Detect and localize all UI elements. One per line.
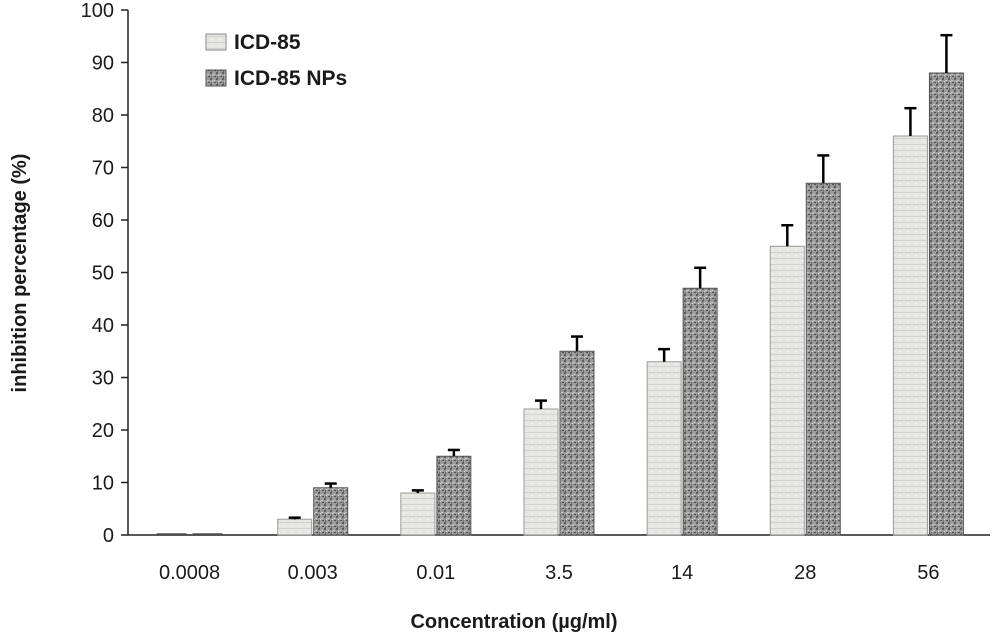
y-tick-label: 70 — [92, 158, 114, 180]
bar-icd-85-nps — [682, 287, 718, 536]
x-tick-label: 3.5 — [545, 562, 573, 584]
legend-label-icd85: ICD-85 — [234, 31, 301, 54]
bar-icd-85-nps — [928, 72, 964, 536]
y-tick-label: 30 — [92, 368, 114, 390]
x-tick-label: 0.0008 — [159, 562, 220, 584]
legend: ICD-85 ICD-85 NPs — [205, 31, 347, 90]
bar-icd-85 — [892, 135, 928, 536]
y-tick-group: 0 10 20 30 40 50 60 70 80 90 100 — [81, 0, 128, 547]
y-tick-label: 100 — [81, 0, 114, 22]
legend-swatch-icd85-nps — [205, 69, 227, 87]
y-tick-label: 10 — [92, 473, 114, 495]
y-tick-label: 60 — [92, 210, 114, 232]
x-tick-label: 14 — [671, 562, 693, 584]
x-tick-label: 0.003 — [288, 562, 338, 584]
y-tick-label: 50 — [92, 263, 114, 285]
bar-icd-85-nps — [436, 455, 472, 536]
bar-icd-85 — [523, 408, 559, 536]
x-axis-title: Concentration (µg/ml) — [410, 611, 617, 633]
y-tick-label: 40 — [92, 315, 114, 337]
bar-group — [156, 72, 964, 536]
y-tick-label: 90 — [92, 53, 114, 75]
legend-swatch-icd85 — [205, 33, 227, 51]
bar-icd-85 — [277, 518, 313, 536]
bar-icd-85 — [769, 245, 805, 536]
y-tick-label: 20 — [92, 420, 114, 442]
legend-label-icd85-nps: ICD-85 NPs — [234, 67, 347, 90]
bar-icd-85 — [646, 361, 682, 536]
y-tick-label: 0 — [103, 525, 114, 547]
x-tick-label: 56 — [917, 562, 939, 584]
bar-icd-85 — [400, 492, 436, 536]
bar-icd-85-nps — [805, 182, 841, 536]
bar-icd-85-nps — [313, 487, 349, 536]
x-tick-label: 0.01 — [416, 562, 455, 584]
x-tick-label: 28 — [794, 562, 816, 584]
error-bar-group — [288, 33, 953, 520]
y-tick-label: 80 — [92, 105, 114, 127]
x-tick-group: 0.0008 0.003 0.01 3.5 14 28 56 — [159, 562, 940, 584]
y-axis-title: inhibition percentage (%) — [9, 154, 31, 393]
bar-icd-85-nps — [559, 350, 595, 536]
